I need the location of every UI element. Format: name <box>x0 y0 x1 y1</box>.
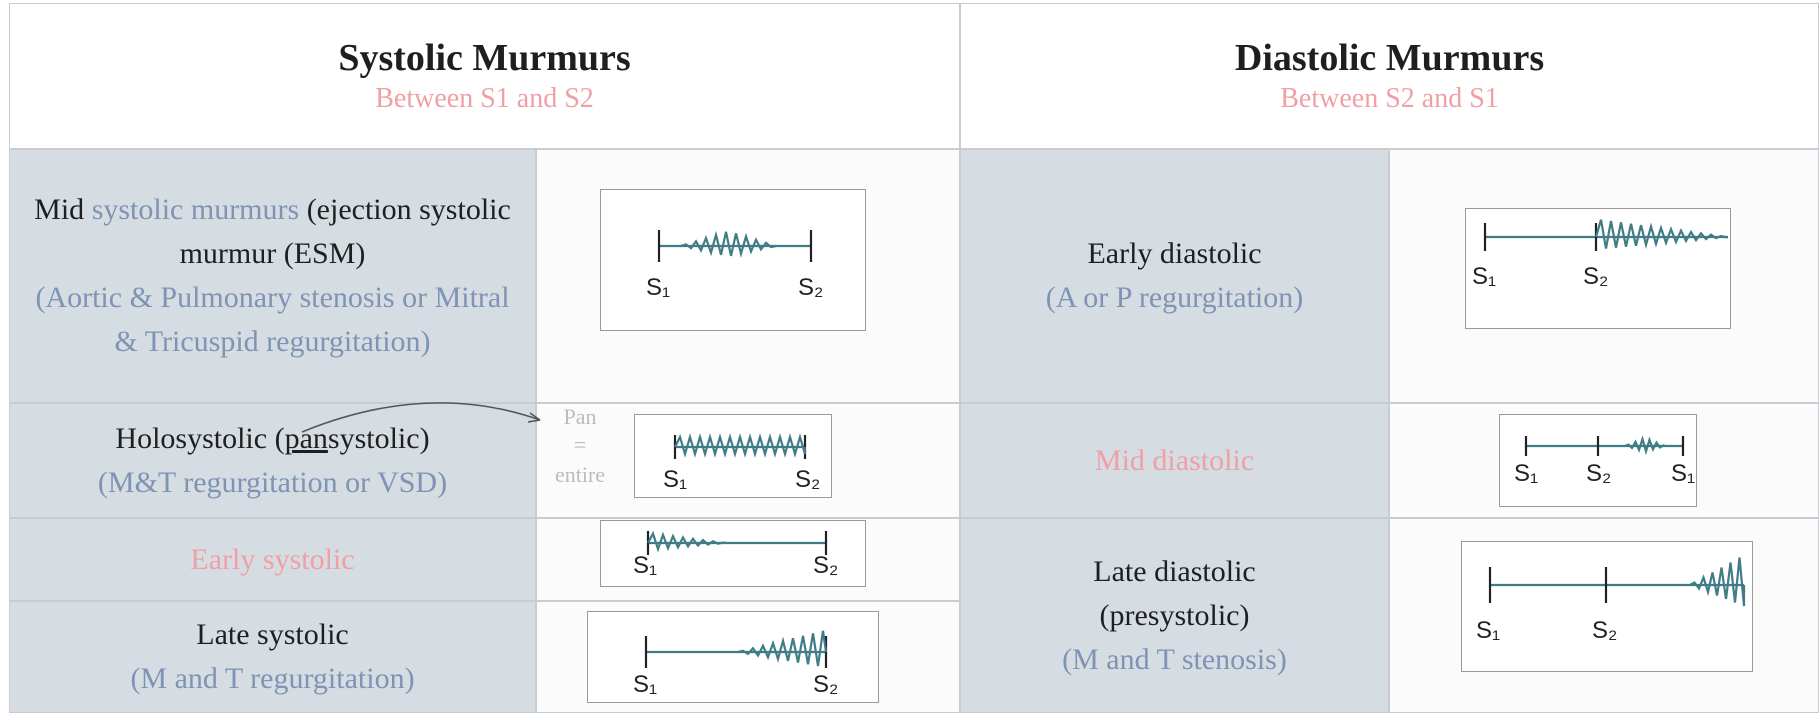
murmur-wave <box>1690 558 1744 607</box>
row-note: (Aortic & Pulmonary stenosis or Mitral &… <box>30 276 515 364</box>
murmur-wave <box>738 631 826 666</box>
header-cell: Systolic Murmurs Between S1 and S2 <box>9 3 960 149</box>
row-name: Late systolic <box>196 613 348 657</box>
annotation: entire <box>545 462 615 488</box>
row-note: (A or P regurgitation) <box>1046 276 1303 320</box>
phonogram: S₁ S₂ <box>634 414 832 498</box>
row-name: (presystolic) <box>1100 594 1250 638</box>
label-cell: Mid systolic murmurs (ejection systolic … <box>9 149 536 403</box>
annotation: Pan <box>545 404 615 430</box>
annotation: = <box>545 432 615 458</box>
row-name: Mid systolic murmurs (ejection systolic … <box>30 188 515 276</box>
row-note: (M and T regurgitation) <box>130 657 414 701</box>
subtitle: Between S1 and S2 <box>375 81 594 117</box>
sound-label: S₁ <box>1671 460 1695 487</box>
sound-label: S₂ <box>1586 460 1611 487</box>
sound-label: S₁ <box>646 274 670 301</box>
text: systolic murmurs <box>92 193 300 226</box>
sound-label: S₂ <box>813 552 838 579</box>
murmur-wave <box>681 232 776 256</box>
phonogram: S₁ S₂ S₁ <box>1499 414 1697 507</box>
sound-label: S₁ <box>1472 263 1496 290</box>
murmur-wave <box>648 534 726 550</box>
phonogram: S₁ S₂ <box>1465 208 1731 329</box>
subtitle: Between S2 and S1 <box>1280 81 1499 117</box>
phonogram: S₁ S₂ <box>587 611 879 703</box>
row-name: Holosystolic (pansystolic) <box>115 417 429 461</box>
sound-label: S₂ <box>798 274 823 301</box>
header-cell: Diastolic Murmurs Between S2 and S1 <box>960 3 1819 149</box>
row-name: Early diastolic <box>1087 232 1261 276</box>
row-name: Mid diastolic <box>1095 439 1254 483</box>
sound-label: S₁ <box>1476 617 1500 644</box>
row-note: (M and T stenosis) <box>1062 638 1287 682</box>
phonogram: S₁ S₂ <box>600 520 866 587</box>
sound-label: S₁ <box>1514 460 1538 487</box>
text: Holosystolic ( <box>115 422 284 455</box>
text: systolic) <box>328 422 430 455</box>
title: Diastolic Murmurs <box>1235 35 1544 81</box>
label-cell: Mid diastolic <box>960 403 1389 518</box>
text: Mid <box>34 193 84 226</box>
label-cell: Early diastolic (A or P regurgitation) <box>960 149 1389 403</box>
row-name: Early systolic <box>190 538 354 582</box>
murmur-wave <box>675 437 805 454</box>
label-cell: Early systolic <box>9 518 536 601</box>
sound-label: S₁ <box>633 671 657 698</box>
phonogram: S₁ S₂ <box>600 189 866 331</box>
row-name: Late diastolic <box>1093 550 1255 594</box>
sound-label: S₁ <box>633 552 657 579</box>
sound-label: S₁ <box>663 466 687 493</box>
label-cell: Holosystolic (pansystolic) (M&T regurgit… <box>9 403 536 518</box>
murmur-wave <box>1596 220 1728 249</box>
phonogram: S₁ S₂ <box>1461 541 1753 672</box>
label-cell: Late systolic (M and T regurgitation) <box>9 601 536 713</box>
title: Systolic Murmurs <box>338 35 630 81</box>
sound-label: S₂ <box>813 671 838 698</box>
sound-label: S₂ <box>1592 617 1617 644</box>
sound-label: S₂ <box>795 466 820 493</box>
label-cell: Late diastolic (presystolic) (M and T st… <box>960 518 1389 713</box>
row-note: (M&T regurgitation or VSD) <box>98 461 447 505</box>
text: pan <box>285 422 328 455</box>
sound-label: S₂ <box>1583 263 1608 290</box>
page: {"systolic":{"title":"Systolic Murmurs",… <box>0 0 1820 713</box>
